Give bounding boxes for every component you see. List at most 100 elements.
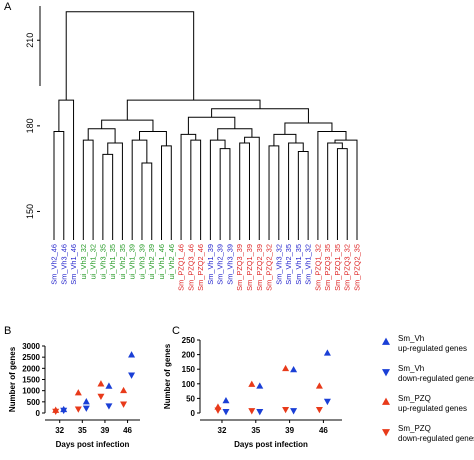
dendrogram-branch [244,136,260,240]
data-point [256,382,264,389]
legend-series-subtitle: down-regulated genes [398,434,474,443]
legend-series-subtitle: up-regulated genes [398,344,467,353]
legend-series-name: Sm_PZQ [398,424,431,433]
dendrogram-leaf-label: Sm_Vh3_46 [59,244,68,285]
dendrogram-leaf-label: Sm_PZQ2_46 [196,244,205,291]
dendrogram-branch [297,151,309,240]
dendrogram-branch [102,153,114,240]
x-tick-label: 39 [285,426,294,435]
dendrogram-branch [187,116,236,135]
panel-b-letter: B [4,325,11,337]
dendrogram-branch [317,131,347,240]
x-axis-title: Days post infection [56,440,130,449]
dendrogram-leaf-label: Sm_PZQ1_46 [177,244,186,291]
data-point [60,407,68,415]
dendrogram-leaf-label: ui_Vh2_35 [118,244,127,279]
panel-a-letter: A [4,1,12,13]
dendrogram-branch [327,142,343,240]
dendrogram-branch [87,128,116,143]
data-point [52,408,60,415]
dendrogram-branch [284,122,333,135]
dendrogram-y-tick-label: 180 [25,118,35,133]
panel-c-plot: 0 50 100 150 200 250 32 35 39 46 Days post infecti… [163,336,342,449]
data-point [282,364,290,372]
legend-marker [382,369,390,377]
dendrogram-y-tick-label: 150 [25,204,35,219]
dendrogram-leaf-label: ui_Vh1_32 [89,244,98,279]
dendrogram-leaf-label: Sm_Vh3_32 [274,244,283,285]
y-tick-label: 200 [182,351,196,360]
dendrogram-branch [217,128,253,141]
data-point [214,407,222,414]
dendrogram-leaf-label: Sm_Vh2_39 [216,244,225,285]
data-point [120,401,128,408]
y-tick-label: 0 [36,409,41,418]
legend-series-subtitle: down-regulated genes [398,374,474,383]
dendrogram-leaf-label: ui_Vh3_32 [79,244,88,279]
data-point [82,405,90,412]
y-tick-label: 3000 [22,342,40,351]
y-tick-label: 2000 [22,364,40,373]
dendrogram-branch [126,99,261,121]
data-point [290,366,298,373]
dendrogram-leaf-label: Sm_Vh1_32 [304,244,313,285]
x-tick-label: 46 [319,426,328,435]
y-tick-label: 150 [182,365,196,374]
dendrogram-leaf-label: Sm_Vh1_46 [69,244,78,285]
dendrogram-leaf-labels: Sm_Vh2_46 Sm_Vh3_46 Sm_Vh1_46 ui_Vh3_32 ui_V… [50,244,362,291]
data-point [82,398,90,405]
legend-series-name: Sm_PZQ [398,394,431,403]
data-point [256,409,264,416]
dendrogram-branch [53,131,65,240]
dendrogram-leaf-label: ui_Vh3_35 [98,244,107,279]
dendrogram-leaf-label: Sm_PZQ1_32 [313,244,322,291]
dendrogram-branch [65,11,195,101]
dendrogram-leaf-label: Sm_Vh1_35 [294,244,303,285]
dendrogram-leaf-label: Sm_Vh2_35 [284,244,293,285]
legend-marker [382,429,390,437]
x-tick-label: 35 [78,426,87,435]
data-point [248,380,256,387]
dendrogram-branch [219,148,231,240]
dendrogram-branch [334,139,358,240]
data-point [97,380,105,387]
dendrogram-leaf-label: Sm_PZQ2_32 [265,244,274,291]
legend-series-name: Sm_Vh [398,334,424,343]
data-point [105,382,113,389]
y-axis-title: Number of genes [8,346,17,412]
data-point [105,403,113,410]
x-axis-title: Days post infection [234,440,308,449]
dendrogram-leaf-label: Sm_PZQ1_35 [333,244,342,291]
panel-b-scatter: B 0 500 1000 1500 2000 2500 3000 32 35 39 46 Days p… [4,325,140,449]
y-axis-title: Number of genes [163,343,172,409]
data-point [128,351,136,358]
dendrogram-leaf-label: ui_Vh2_39 [147,244,156,279]
x-tick-label: 39 [100,426,109,435]
dendrogram-leaf-label: Sm_Vh3_39 [225,244,234,285]
y-tick-label: 2500 [22,353,40,362]
dendrogram-leaf-label: Sm_PZQ2_39 [255,244,264,291]
dendrogram-leaf-label: Sm_PZQ3_46 [186,244,195,291]
dendrogram-branch [288,142,304,240]
dendrogram-branch [101,119,154,132]
dendrogram-branch [107,142,123,240]
dendrogram-leaf-label: Sm_PZQ3_35 [323,244,332,291]
data-point [74,389,82,396]
y-tick-label: 0 [191,409,196,418]
legend-series-subtitle: up-regulated genes [398,404,467,413]
dendrogram-branch [139,131,167,146]
dendrogram-leaf-label: Sm_PZQ3_39 [235,244,244,291]
data-point [222,409,230,416]
data-point [290,408,298,415]
data-point [323,349,331,356]
y-tick-label: 50 [186,394,195,403]
dendrogram-branch [268,145,280,240]
dendrogram-branch [211,108,309,123]
dendrogram-leaf-label: Sm_PZQ2_35 [353,244,362,291]
data-point [120,386,128,394]
x-tick-label: 32 [218,426,227,435]
dendrogram-branches [53,11,358,240]
data-point [315,382,323,389]
